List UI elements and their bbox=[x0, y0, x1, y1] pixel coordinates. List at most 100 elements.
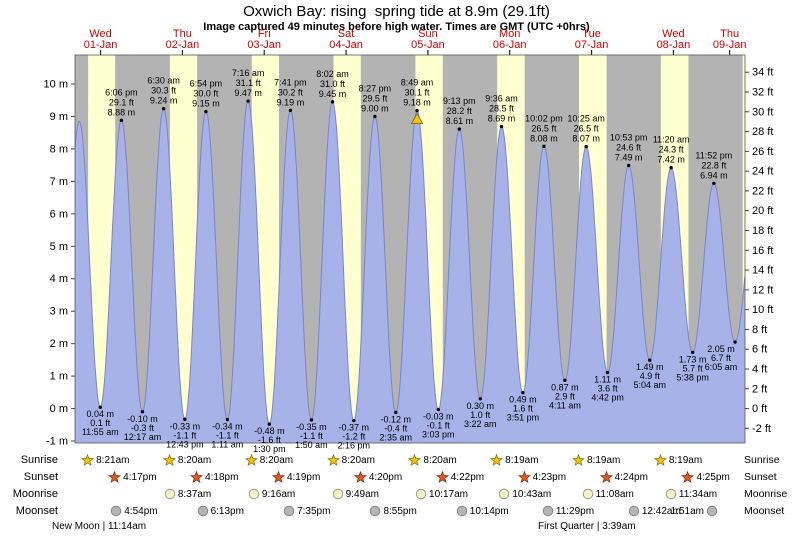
y-axis-label-m: 9 m bbox=[50, 111, 68, 123]
day-label-date: 09-Jan bbox=[713, 39, 747, 51]
tide-annotation-low: 5:38 pm bbox=[676, 372, 709, 382]
tide-annotation-high: 24.3 ft bbox=[659, 145, 685, 155]
day-label-date: 06-Jan bbox=[493, 39, 527, 51]
tide-extreme-dot bbox=[119, 118, 124, 123]
tide-extreme-dot bbox=[183, 417, 187, 421]
tide-annotation-high: 24.6 ft bbox=[616, 142, 642, 152]
tide-annotation-low: 2:35 am bbox=[380, 432, 413, 442]
moonrise-time: 11:34am bbox=[665, 486, 717, 502]
page-title: Oxwich Bay: rising spring tide at 8.9m (… bbox=[243, 3, 550, 20]
tide-annotation-high: 31.1 ft bbox=[236, 78, 262, 88]
tide-annotation-low: 12:17 am bbox=[124, 432, 162, 442]
y-axis-label-ft: 34 ft bbox=[752, 67, 773, 79]
tide-annotation-low: -0.35 m bbox=[296, 422, 327, 432]
moonset-icon bbox=[370, 505, 381, 517]
y-axis-label-ft: 20 ft bbox=[752, 205, 773, 217]
sunrise-time: 8:19am bbox=[490, 452, 539, 468]
y-axis-label-ft: 0 ft bbox=[752, 403, 767, 415]
moonset-icon bbox=[628, 505, 640, 517]
sunrise-star-icon bbox=[653, 453, 667, 466]
tide-annotation-low: 1:30 pm bbox=[253, 444, 286, 454]
sunset-time-label: 4:25pm bbox=[696, 471, 730, 483]
moonset-time: 12:42am bbox=[628, 503, 681, 519]
tide-annotation-low: 3:03 pm bbox=[422, 430, 455, 440]
tide-annotation-low: -1.1 ft bbox=[173, 430, 197, 440]
sunset-time-label: 4:18pm bbox=[205, 471, 239, 483]
day-label-date: 04-Jan bbox=[329, 39, 363, 51]
sunset-time-label: 4:17pm bbox=[123, 471, 157, 483]
tide-annotation-high: 6:54 pm bbox=[190, 79, 223, 89]
sunrise-time: 8:19am bbox=[653, 452, 703, 468]
y-axis-label-m: 8 m bbox=[50, 143, 68, 155]
sunset-star-icon bbox=[517, 470, 531, 483]
sunrise-time: 8:19am bbox=[572, 452, 620, 468]
sunrise-time-label: 8:19am bbox=[668, 454, 703, 466]
tide-annotation-low: 2.05 m bbox=[707, 344, 735, 354]
moonrise-time: 10:43am bbox=[498, 486, 551, 502]
moonrise-time: 9:16am bbox=[248, 486, 295, 502]
tide-annotation-high: 9:13 pm bbox=[443, 96, 476, 106]
tide-annotation-low: 4:11 am bbox=[549, 400, 581, 410]
tide-annotation-low: -1.6 ft bbox=[258, 435, 282, 445]
sunrise-time: 8:20am bbox=[408, 452, 457, 468]
tide-annotation-high: 8.88 m bbox=[108, 107, 136, 117]
tide-annotation-low: 1.6 ft bbox=[513, 404, 534, 414]
tide-annotation-high: 8:02 am bbox=[316, 69, 349, 79]
sunset-star-icon bbox=[190, 470, 204, 483]
moonset-time-label: 4:54pm bbox=[124, 505, 158, 517]
sunrise-star-icon bbox=[490, 453, 504, 466]
tide-annotation-low: 2:16 pm bbox=[338, 441, 371, 451]
moonset-icon bbox=[456, 505, 467, 517]
tide-annotation-high: 7.42 m bbox=[657, 155, 685, 165]
tide-annotation-high: 26.5 ft bbox=[531, 123, 557, 133]
sunset-time-label: 4:24pm bbox=[614, 471, 648, 483]
moonrise-time-label: 8:37am bbox=[177, 488, 212, 500]
tide-annotation-low: 5.7 ft bbox=[683, 363, 704, 373]
tide-annotation-low: -1.2 ft bbox=[342, 432, 366, 442]
tide-annotation-high: 30.2 ft bbox=[278, 87, 304, 97]
moonrise-time-label: 10:17am bbox=[429, 488, 468, 500]
tide-annotation-low: 1:11 am bbox=[211, 440, 243, 450]
tide-extreme-dot bbox=[542, 144, 546, 149]
sunrise-time: 8:20am bbox=[244, 452, 294, 468]
sunset-time: 4:18pm bbox=[190, 469, 238, 485]
tide-annotation-low: 3.6 ft bbox=[598, 384, 619, 394]
moonset-time: 10:14pm bbox=[456, 503, 509, 519]
tide-annotation-high: 9.00 m bbox=[361, 103, 389, 113]
moonrise-icon bbox=[665, 488, 677, 500]
tide-extreme-dot bbox=[436, 407, 441, 412]
sunset-star-icon bbox=[271, 470, 285, 483]
sunrise-time-label: 8:19am bbox=[505, 454, 539, 466]
moonset-time: 4:54pm bbox=[110, 503, 158, 519]
plot-border bbox=[74, 54, 746, 444]
sunrise-time: 8:21am bbox=[81, 452, 129, 468]
y-axis-label-m: 4 m bbox=[50, 273, 68, 285]
day-label-dow: Fri bbox=[258, 28, 271, 40]
tide-extreme-dot bbox=[669, 166, 673, 170]
tide-annotation-low: 2.9 ft bbox=[555, 391, 576, 401]
sunset-time: 4:19pm bbox=[271, 469, 320, 485]
moonrise-time: 9:49am bbox=[332, 486, 379, 502]
tide-annotation-high: 7:16 am bbox=[232, 68, 265, 78]
tide-extreme-dot bbox=[457, 127, 462, 131]
tide-annotation-low: 1:50 am bbox=[295, 440, 328, 450]
y-axis-label-ft: 24 ft bbox=[752, 166, 773, 178]
tide-extreme-dot bbox=[267, 422, 272, 426]
y-axis-label-ft: 8 ft bbox=[752, 324, 767, 336]
sunset-star-icon bbox=[353, 470, 367, 483]
y-axis-label-m: 7 m bbox=[50, 176, 68, 188]
y-axis-label-ft: 14 ft bbox=[752, 265, 773, 277]
y-axis-label-ft: -2 ft bbox=[752, 423, 771, 435]
y-axis-label-ft: 32 ft bbox=[752, 86, 773, 98]
tide-annotation-high: 28.2 ft bbox=[447, 106, 473, 116]
tide-annotation-high: 10:53 pm bbox=[610, 132, 648, 142]
day-label-date: 03-Jan bbox=[247, 39, 281, 51]
day-label-dow: Sat bbox=[338, 28, 355, 40]
sunrise-time-label: 8:20am bbox=[259, 454, 294, 466]
y-axis-label-ft: 12 ft bbox=[752, 284, 773, 296]
y-axis-label-ft: 30 ft bbox=[752, 106, 773, 118]
moonrise-icon bbox=[332, 488, 343, 500]
y-axis-label-ft: 10 ft bbox=[752, 304, 773, 316]
tide-annotation-low: -1.1 ft bbox=[300, 431, 324, 441]
sunset-time: 4:25pm bbox=[681, 469, 730, 485]
